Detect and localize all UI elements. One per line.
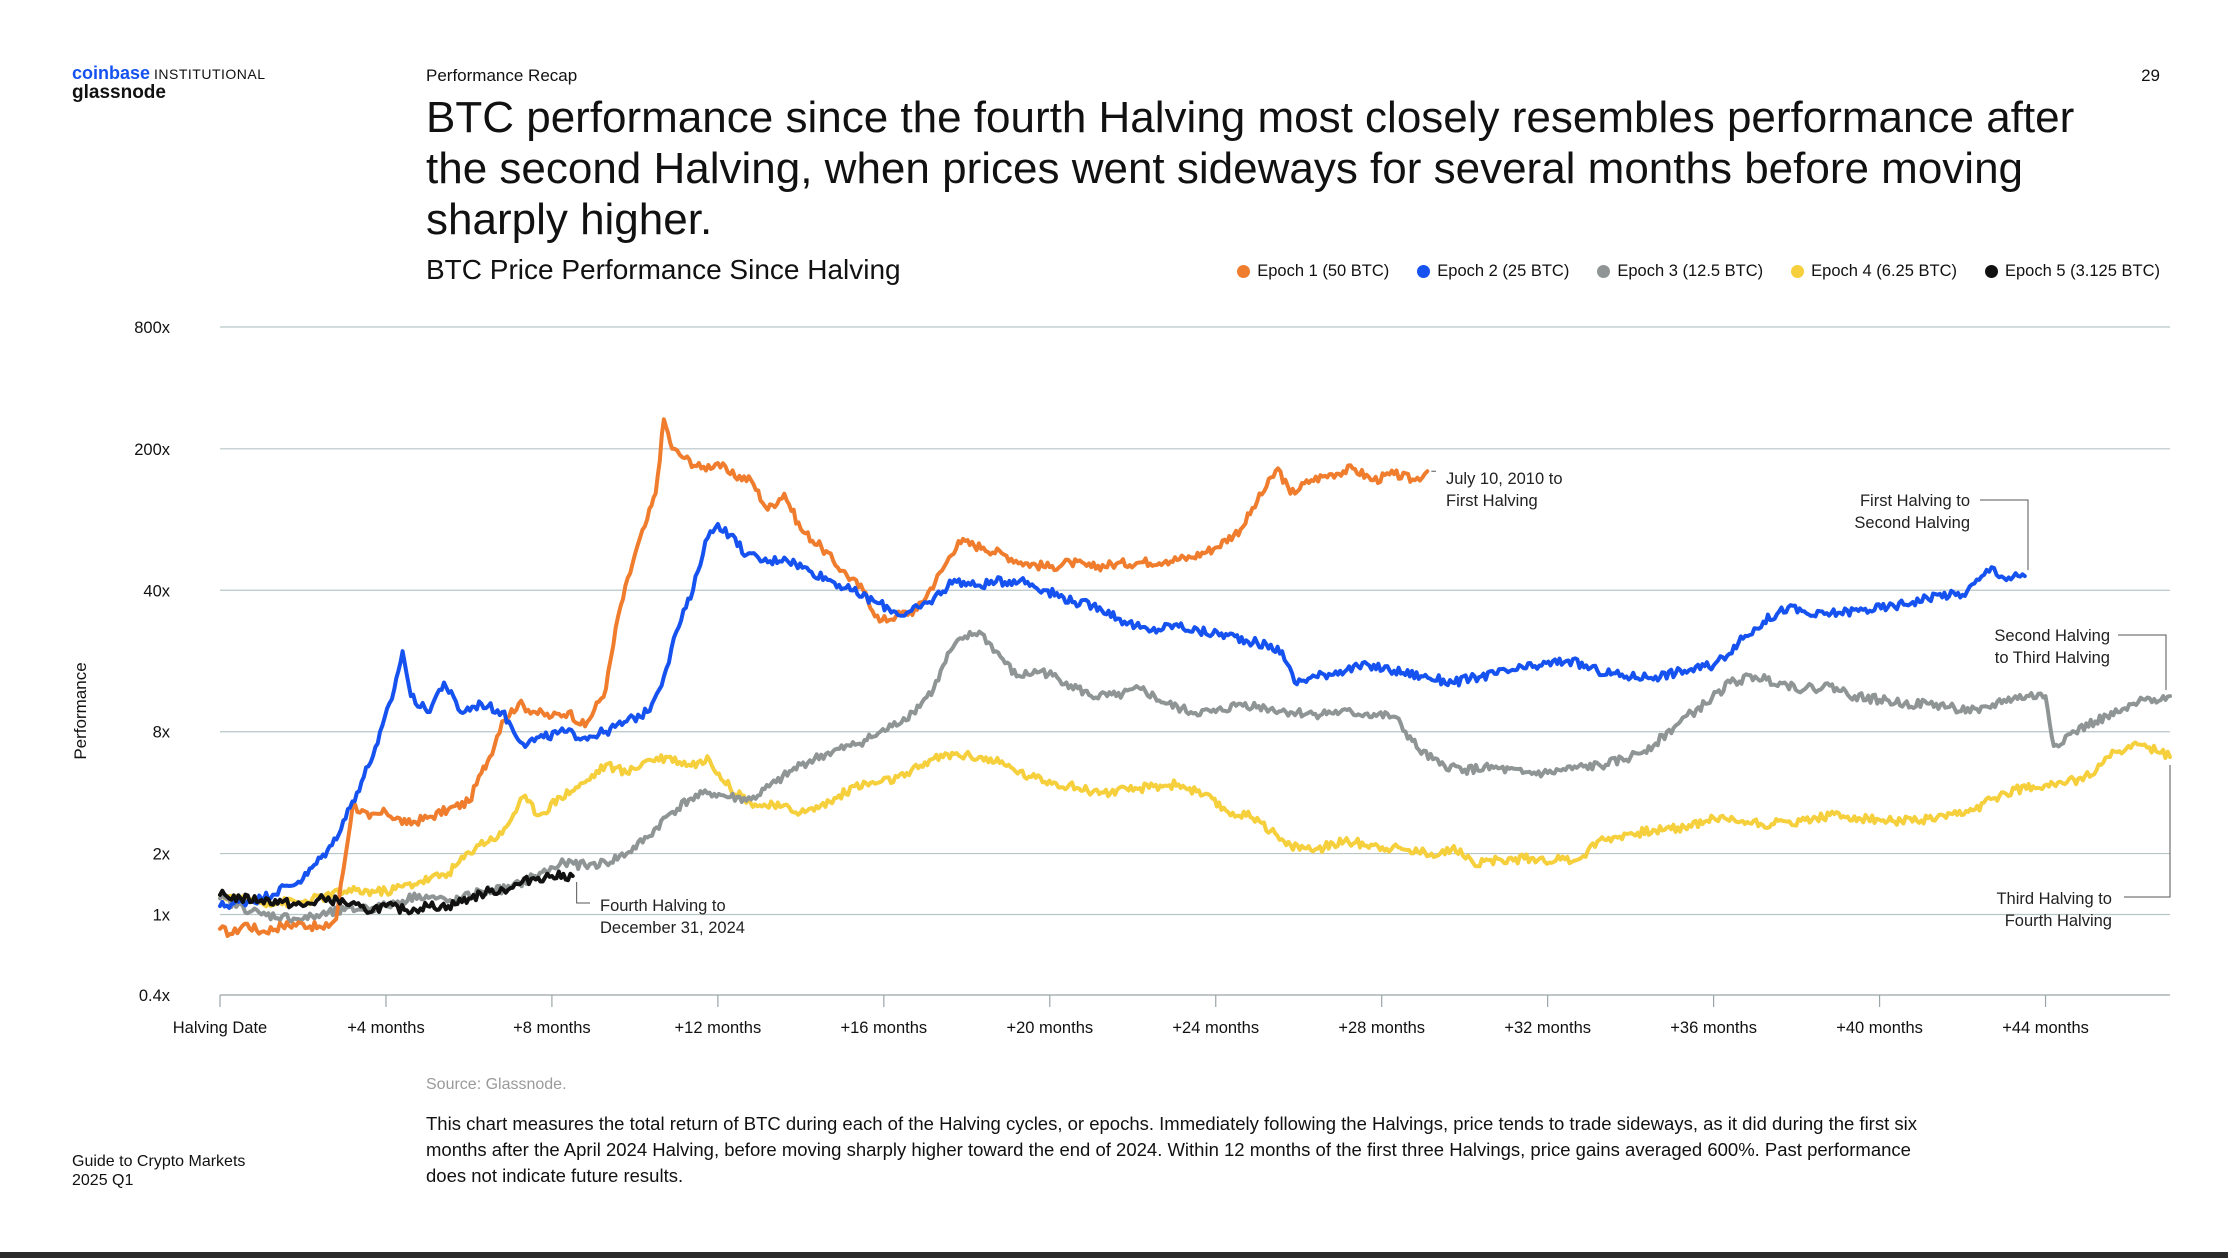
y-axis-title: Performance [71,662,90,759]
x-tick-label: +24 months [1172,1019,1259,1037]
annotation-epoch-4: Fourth Halving [2005,912,2112,930]
epoch-5-line [218,869,575,916]
legend-swatch [1417,265,1431,278]
x-tick-label: +28 months [1338,1019,1425,1037]
y-tick-label: 200x [134,441,171,459]
x-tick-label: +20 months [1006,1019,1093,1037]
annotation-epoch-2: Second Halving [1854,514,1970,532]
legend-label: Epoch 5 (3.125 BTC) [2005,262,2160,280]
legend-item-epoch-4: Epoch 4 (6.25 BTC) [1791,262,1957,281]
chart-legend: Epoch 1 (50 BTC) Epoch 2 (25 BTC) Epoch … [1237,262,2160,281]
y-tick-label: 0.4x [139,987,171,1005]
glassnode-wordmark: glassnode [72,81,166,103]
epoch-2-line [218,522,2027,910]
epoch-1-line [218,417,1430,938]
x-tick-label: +40 months [1836,1019,1923,1037]
epoch-3-line [218,629,2172,924]
legend-label: Epoch 1 (50 BTC) [1257,262,1390,280]
annotation-epoch-5: Fourth Halving to [600,897,726,915]
chart-description: This chart measures the total return of … [426,1113,1917,1186]
annotation-epoch-1: July 10, 2010 to [1446,470,1563,488]
x-tick-label: +16 months [840,1019,927,1037]
legend-label: Epoch 4 (6.25 BTC) [1811,262,1957,280]
x-tick-label: +36 months [1670,1019,1757,1037]
annotation-epoch-1: First Halving [1446,492,1538,510]
annotation-epoch-2: First Halving to [1860,492,1970,510]
x-tick-label: Halving Date [173,1019,267,1037]
annotation-leader [2124,765,2171,898]
annotation-leader [1980,499,2029,571]
legend-swatch [1791,265,1805,278]
page-number: 29 [2141,66,2160,85]
bottom-bar [0,1252,2228,1258]
footer-quarter: 2025 Q1 [72,1172,134,1189]
y-tick-label: 40x [143,582,170,600]
annotation-epoch-5: December 31, 2024 [600,919,745,937]
source-note: Source: Glassnode. [426,1076,567,1093]
brand-logo: coinbase INSTITUTIONAL glassnode [72,64,266,103]
y-tick-label: 800x [134,319,171,337]
legend-item-epoch-3: Epoch 3 (12.5 BTC) [1597,262,1763,281]
x-tick-label: +32 months [1504,1019,1591,1037]
annotation-epoch-4: Third Halving to [1996,890,2112,908]
legend-swatch [1237,265,1251,278]
x-tick-label: +12 months [675,1019,762,1037]
section-label: Performance Recap [426,66,578,85]
y-tick-label: 2x [153,846,171,864]
legend-item-epoch-2: Epoch 2 (25 BTC) [1417,262,1569,281]
epoch-4-line [218,740,2172,909]
coinbase-wordmark: coinbase [72,63,151,83]
footer-guide-title: Guide to Crypto Markets [72,1153,246,1170]
y-tick-label: 1x [153,906,171,924]
annotation-epoch-3: to Third Halving [1995,649,2110,667]
legend-label: Epoch 3 (12.5 BTC) [1617,262,1764,280]
annotation-leader [576,881,590,904]
x-tick-label: +4 months [347,1019,425,1037]
legend-swatch [1985,265,1998,278]
legend-item-epoch-5: Epoch 5 (3.125 BTC) [1985,262,2160,281]
x-tick-label: +44 months [2002,1019,2089,1037]
annotation-epoch-3: Second Halving [1994,627,2110,645]
legend-item-epoch-1: Epoch 1 (50 BTC) [1237,262,1389,281]
footer: Guide to Crypto Markets 2025 Q1 [72,1152,245,1190]
chart-title: BTC Price Performance Since Halving [426,254,901,285]
y-tick-label: 8x [153,724,171,742]
institutional-label: INSTITUTIONAL [154,66,266,82]
legend-label: Epoch 2 (25 BTC) [1437,262,1570,280]
page-headline: BTC performance since the fourth Halving… [426,93,2075,244]
legend-swatch [1597,265,1611,278]
x-tick-label: +8 months [513,1019,591,1037]
annotation-leader [2118,634,2167,691]
